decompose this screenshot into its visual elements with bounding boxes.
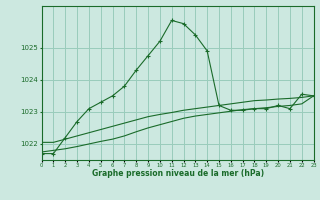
X-axis label: Graphe pression niveau de la mer (hPa): Graphe pression niveau de la mer (hPa) [92, 169, 264, 178]
